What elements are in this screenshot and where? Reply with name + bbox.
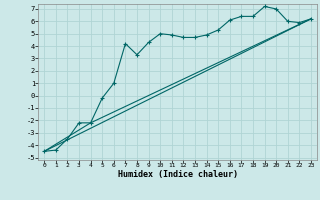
X-axis label: Humidex (Indice chaleur): Humidex (Indice chaleur) (118, 170, 238, 179)
